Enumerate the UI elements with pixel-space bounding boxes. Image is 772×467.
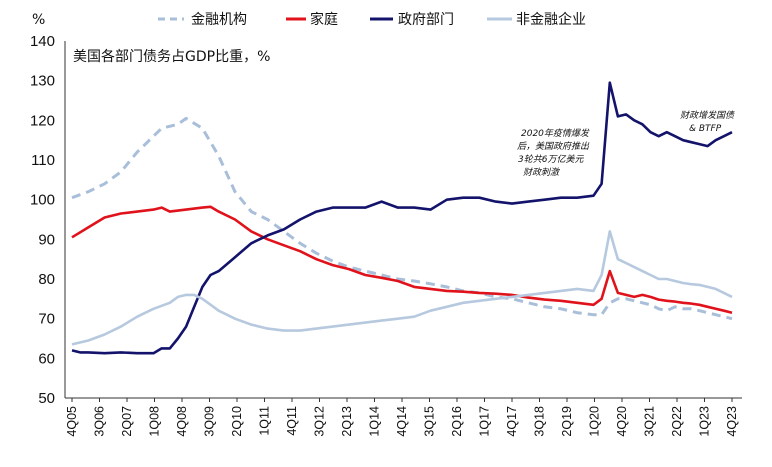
- series-line-government: [71, 81, 733, 355]
- y-axis-ticks: 50 60 70 80 90 100 110 120 130 140: [30, 33, 55, 407]
- x-tick-label: 3Q09: [203, 406, 217, 437]
- y-unit-label: %: [32, 12, 45, 28]
- x-tick-label: 4Q20: [615, 406, 629, 437]
- y-tick-label: 70: [38, 311, 55, 328]
- chart-title: 美国各部门债务占GDP比重，%: [73, 49, 270, 65]
- x-tick-label: 2Q16: [450, 406, 464, 437]
- annotation-covid-line-4: 财政刺激: [523, 167, 561, 178]
- x-tick-label: 4Q05: [65, 406, 79, 437]
- x-tick-label: 2Q19: [560, 406, 574, 437]
- x-tick-label: 2Q07: [120, 406, 134, 437]
- x-tick-label: 4Q08: [175, 406, 189, 437]
- annotation-covid-line-1: 2020年疫情爆发: [521, 128, 590, 139]
- legend-label-financial: 金融机构: [191, 12, 247, 28]
- x-tick-label: 4Q14: [395, 406, 409, 437]
- x-tick-label: 3Q15: [423, 406, 437, 437]
- x-tick-label: 2Q13: [340, 406, 354, 437]
- x-tick-label: 3Q21: [643, 406, 657, 437]
- y-tick-label: 100: [30, 192, 55, 209]
- annotation-btfp-line-2: & BTFP: [689, 124, 722, 134]
- legend-label-household: 家庭: [310, 11, 338, 28]
- y-tick-label: 80: [38, 271, 55, 288]
- y-tick-label: 130: [30, 73, 55, 90]
- y-tick-label: 110: [31, 152, 55, 169]
- x-tick-label: 1Q17: [478, 406, 492, 437]
- annotation-covid-line-3: 3轮共6万亿美元: [518, 154, 584, 165]
- series-lines: [71, 81, 733, 355]
- x-tick-label: 1Q23: [698, 406, 712, 437]
- legend: 金融机构 家庭 政府部门 非金融企业: [158, 11, 586, 28]
- x-tick-label: 1Q11: [258, 406, 272, 436]
- x-tick-label: 3Q06: [93, 406, 107, 437]
- x-tick-label: 2Q22: [670, 406, 684, 437]
- annotation-covid-line-2: 后，美国政府推出: [517, 141, 590, 152]
- annotation-btfp-line-1: 财政增发国债: [680, 110, 735, 121]
- x-tick-label: 1Q14: [368, 406, 382, 437]
- annotation-covid: 2020年疫情爆发 后，美国政府推出 3轮共6万亿美元 财政刺激: [517, 128, 590, 178]
- x-axis-ticks: 4Q05 3Q06 2Q07 1Q08 4Q08 3Q09 2Q10 1Q11 4Q11 3Q12…: [65, 398, 739, 437]
- annotation-btfp: 财政增发国债 & BTFP: [680, 110, 735, 134]
- legend-label-government: 政府部门: [398, 12, 454, 28]
- series-line-household: [71, 205, 733, 314]
- y-tick-label: 140: [30, 33, 55, 50]
- series-line-corporate: [71, 230, 733, 346]
- y-tick-label: 60: [38, 350, 55, 367]
- x-tick-label: 3Q12: [313, 406, 327, 437]
- x-tick-label: 3Q18: [533, 406, 547, 437]
- x-tick-label: 4Q17: [505, 406, 519, 437]
- series-line-financial: [71, 116, 733, 321]
- x-tick-label: 1Q08: [148, 406, 162, 437]
- x-tick-label: 2Q10: [230, 406, 244, 437]
- y-tick-label: 50: [38, 390, 55, 407]
- x-tick-label: 1Q20: [588, 406, 602, 437]
- x-tick-label: 4Q11: [285, 406, 299, 436]
- x-tick-label: 4Q23: [725, 406, 739, 437]
- y-tick-label: 90: [38, 231, 55, 248]
- y-tick-label: 120: [30, 112, 55, 129]
- legend-label-corporate: 非金融企业: [516, 11, 586, 28]
